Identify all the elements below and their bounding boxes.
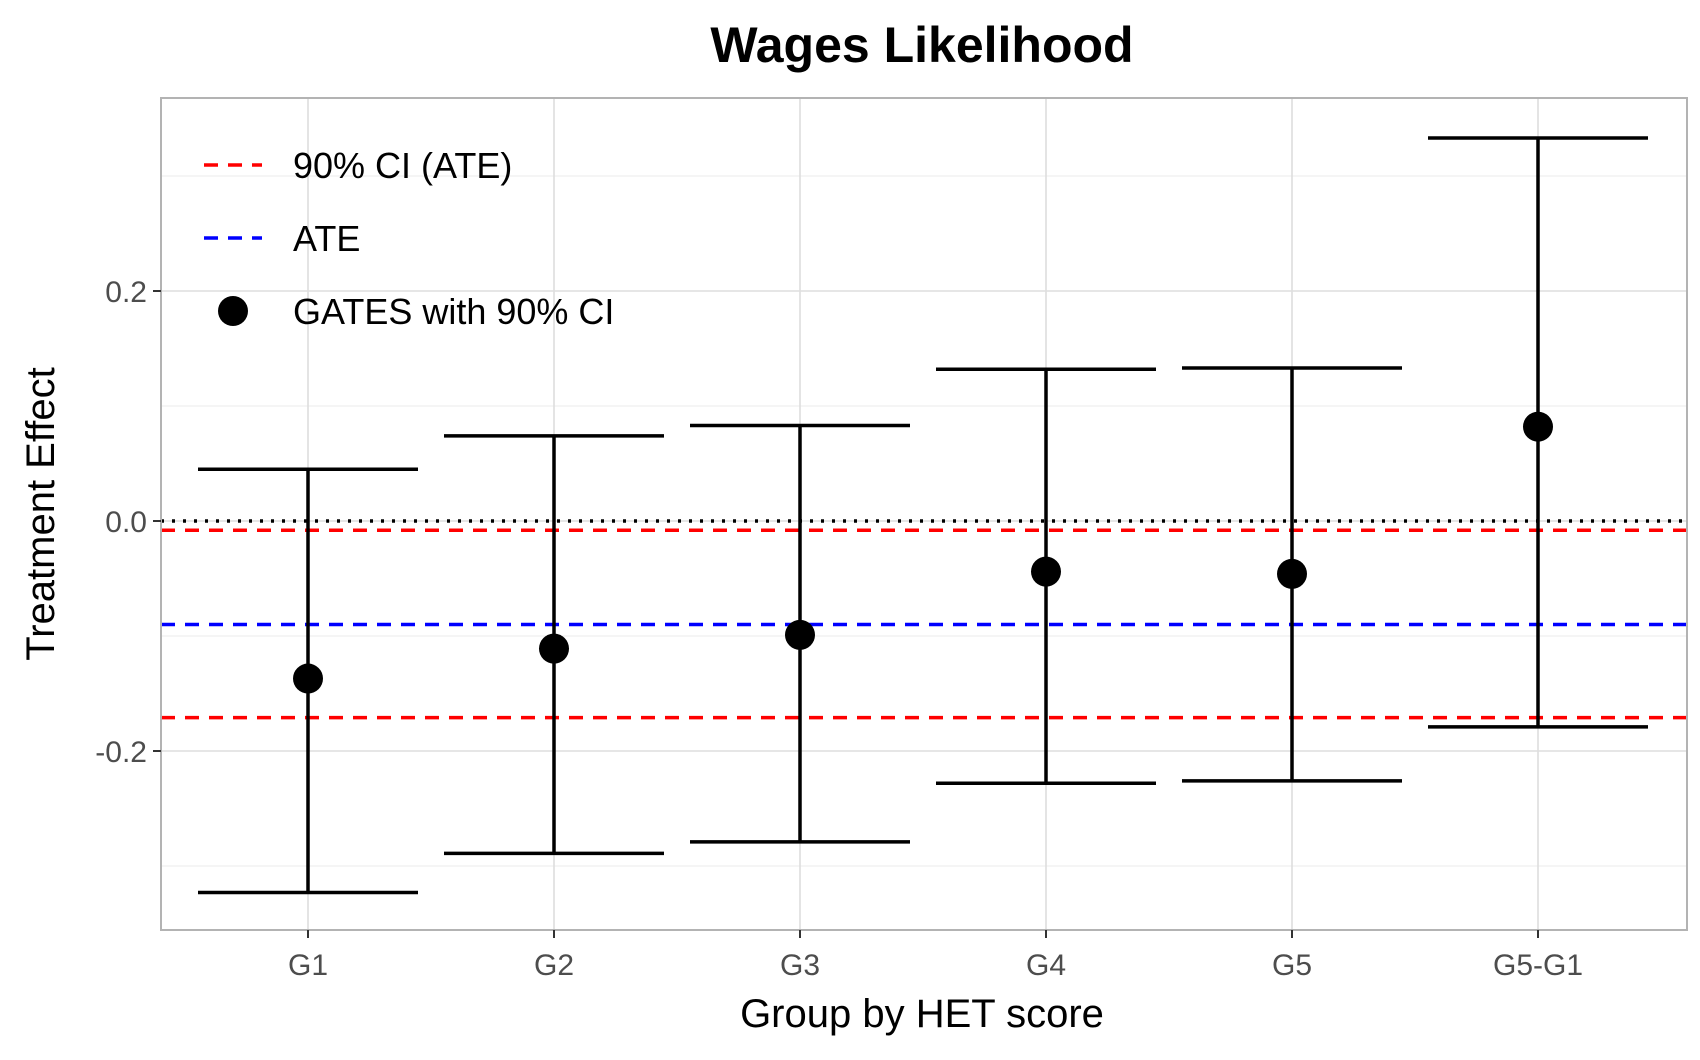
- reference-lines-layer: [161, 519, 1687, 720]
- legend-label: 90% CI (ATE): [293, 145, 512, 186]
- gates-group-G5: [1182, 366, 1402, 783]
- chart-title: Wages Likelihood: [710, 17, 1133, 73]
- gates-point: [293, 663, 323, 694]
- x-axis-title: Group by HET score: [740, 992, 1104, 1036]
- x-tick-label: G5-G1: [1493, 949, 1583, 982]
- gates-group-G3: [690, 423, 910, 844]
- y-tick-label: 0.2: [105, 276, 147, 309]
- marks-layer: [198, 136, 1648, 895]
- x-tick-label: G4: [1026, 949, 1066, 982]
- legend-item: 90% CI (ATE): [204, 145, 512, 186]
- plot-panel-border: [160, 97, 1688, 931]
- x-tick-label: G2: [534, 949, 574, 982]
- x-tick-label: G3: [780, 949, 820, 982]
- legend-label: GATES with 90% CI: [293, 291, 614, 332]
- gates-point: [1031, 556, 1061, 587]
- y-tick-label: 0.0: [105, 506, 147, 539]
- legend-label: ATE: [293, 218, 360, 259]
- gates-group-G2: [444, 434, 664, 856]
- gates-group-G5-G1: [1428, 136, 1648, 729]
- legend-key-point: [218, 296, 248, 326]
- legend-item: ATE: [204, 218, 360, 259]
- gates-point: [1523, 411, 1553, 442]
- grid-layer: [161, 98, 1687, 930]
- x-tick-label: G5: [1272, 949, 1312, 982]
- legend: 90% CI (ATE) ATE GATES with 90% CI: [204, 145, 614, 332]
- gates-point: [785, 619, 815, 650]
- y-tick-label: -0.2: [95, 736, 147, 769]
- gates-group-G1: [198, 467, 418, 895]
- y-axis-title: Treatment Effect: [19, 367, 63, 660]
- legend-item: GATES with 90% CI: [218, 291, 614, 332]
- axis-layer: -0.2 0.0 0.2 G1 G2 G3 G4 G5 G5-G1: [95, 276, 1583, 982]
- x-tick-label: G1: [288, 949, 328, 982]
- gates-point: [539, 633, 569, 664]
- gates-point: [1277, 558, 1307, 589]
- gates-group-G4: [936, 367, 1156, 785]
